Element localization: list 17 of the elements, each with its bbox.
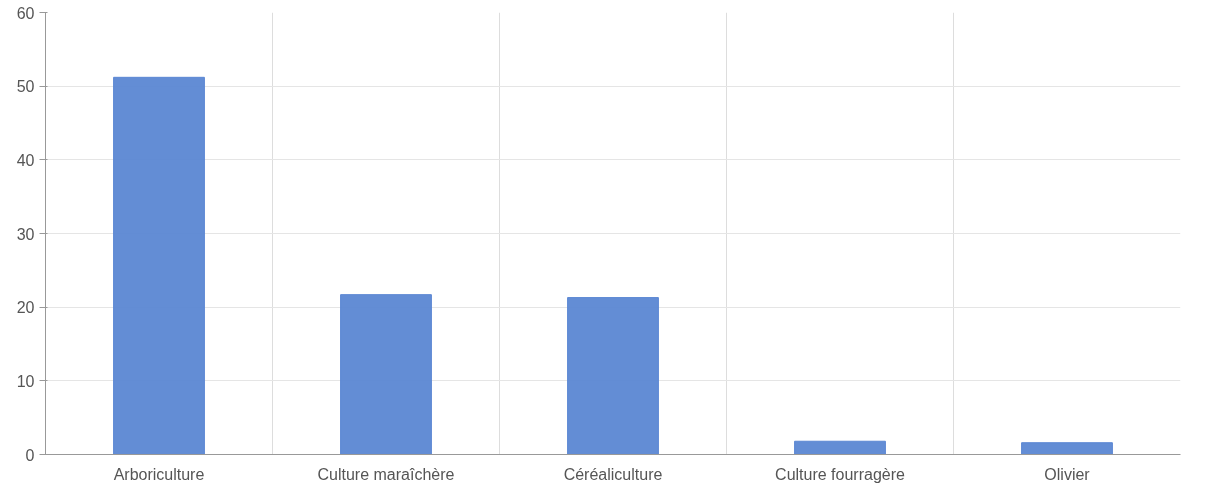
bar (794, 440, 886, 455)
bar (1021, 442, 1113, 455)
x-tick-label: Céréaliculture (563, 465, 663, 483)
y-tick-label: 20 (16, 299, 35, 317)
x-tick-label: Arboriculture (113, 465, 205, 483)
x-tick-label: Culture maraîchère (317, 465, 455, 483)
y-tick-label: 0 (25, 446, 35, 464)
x-tick-label: Olivier (1044, 465, 1091, 483)
bar (567, 297, 659, 455)
bar (340, 294, 432, 455)
x-tick-label: Culture fourragère (775, 465, 906, 483)
y-tick-label: 60 (16, 4, 35, 22)
bar (113, 76, 205, 455)
y-tick-label: 40 (16, 151, 35, 169)
y-tick-label: 30 (16, 225, 35, 243)
y-tick-label: 50 (16, 78, 35, 96)
y-tick-label: 10 (16, 372, 35, 390)
